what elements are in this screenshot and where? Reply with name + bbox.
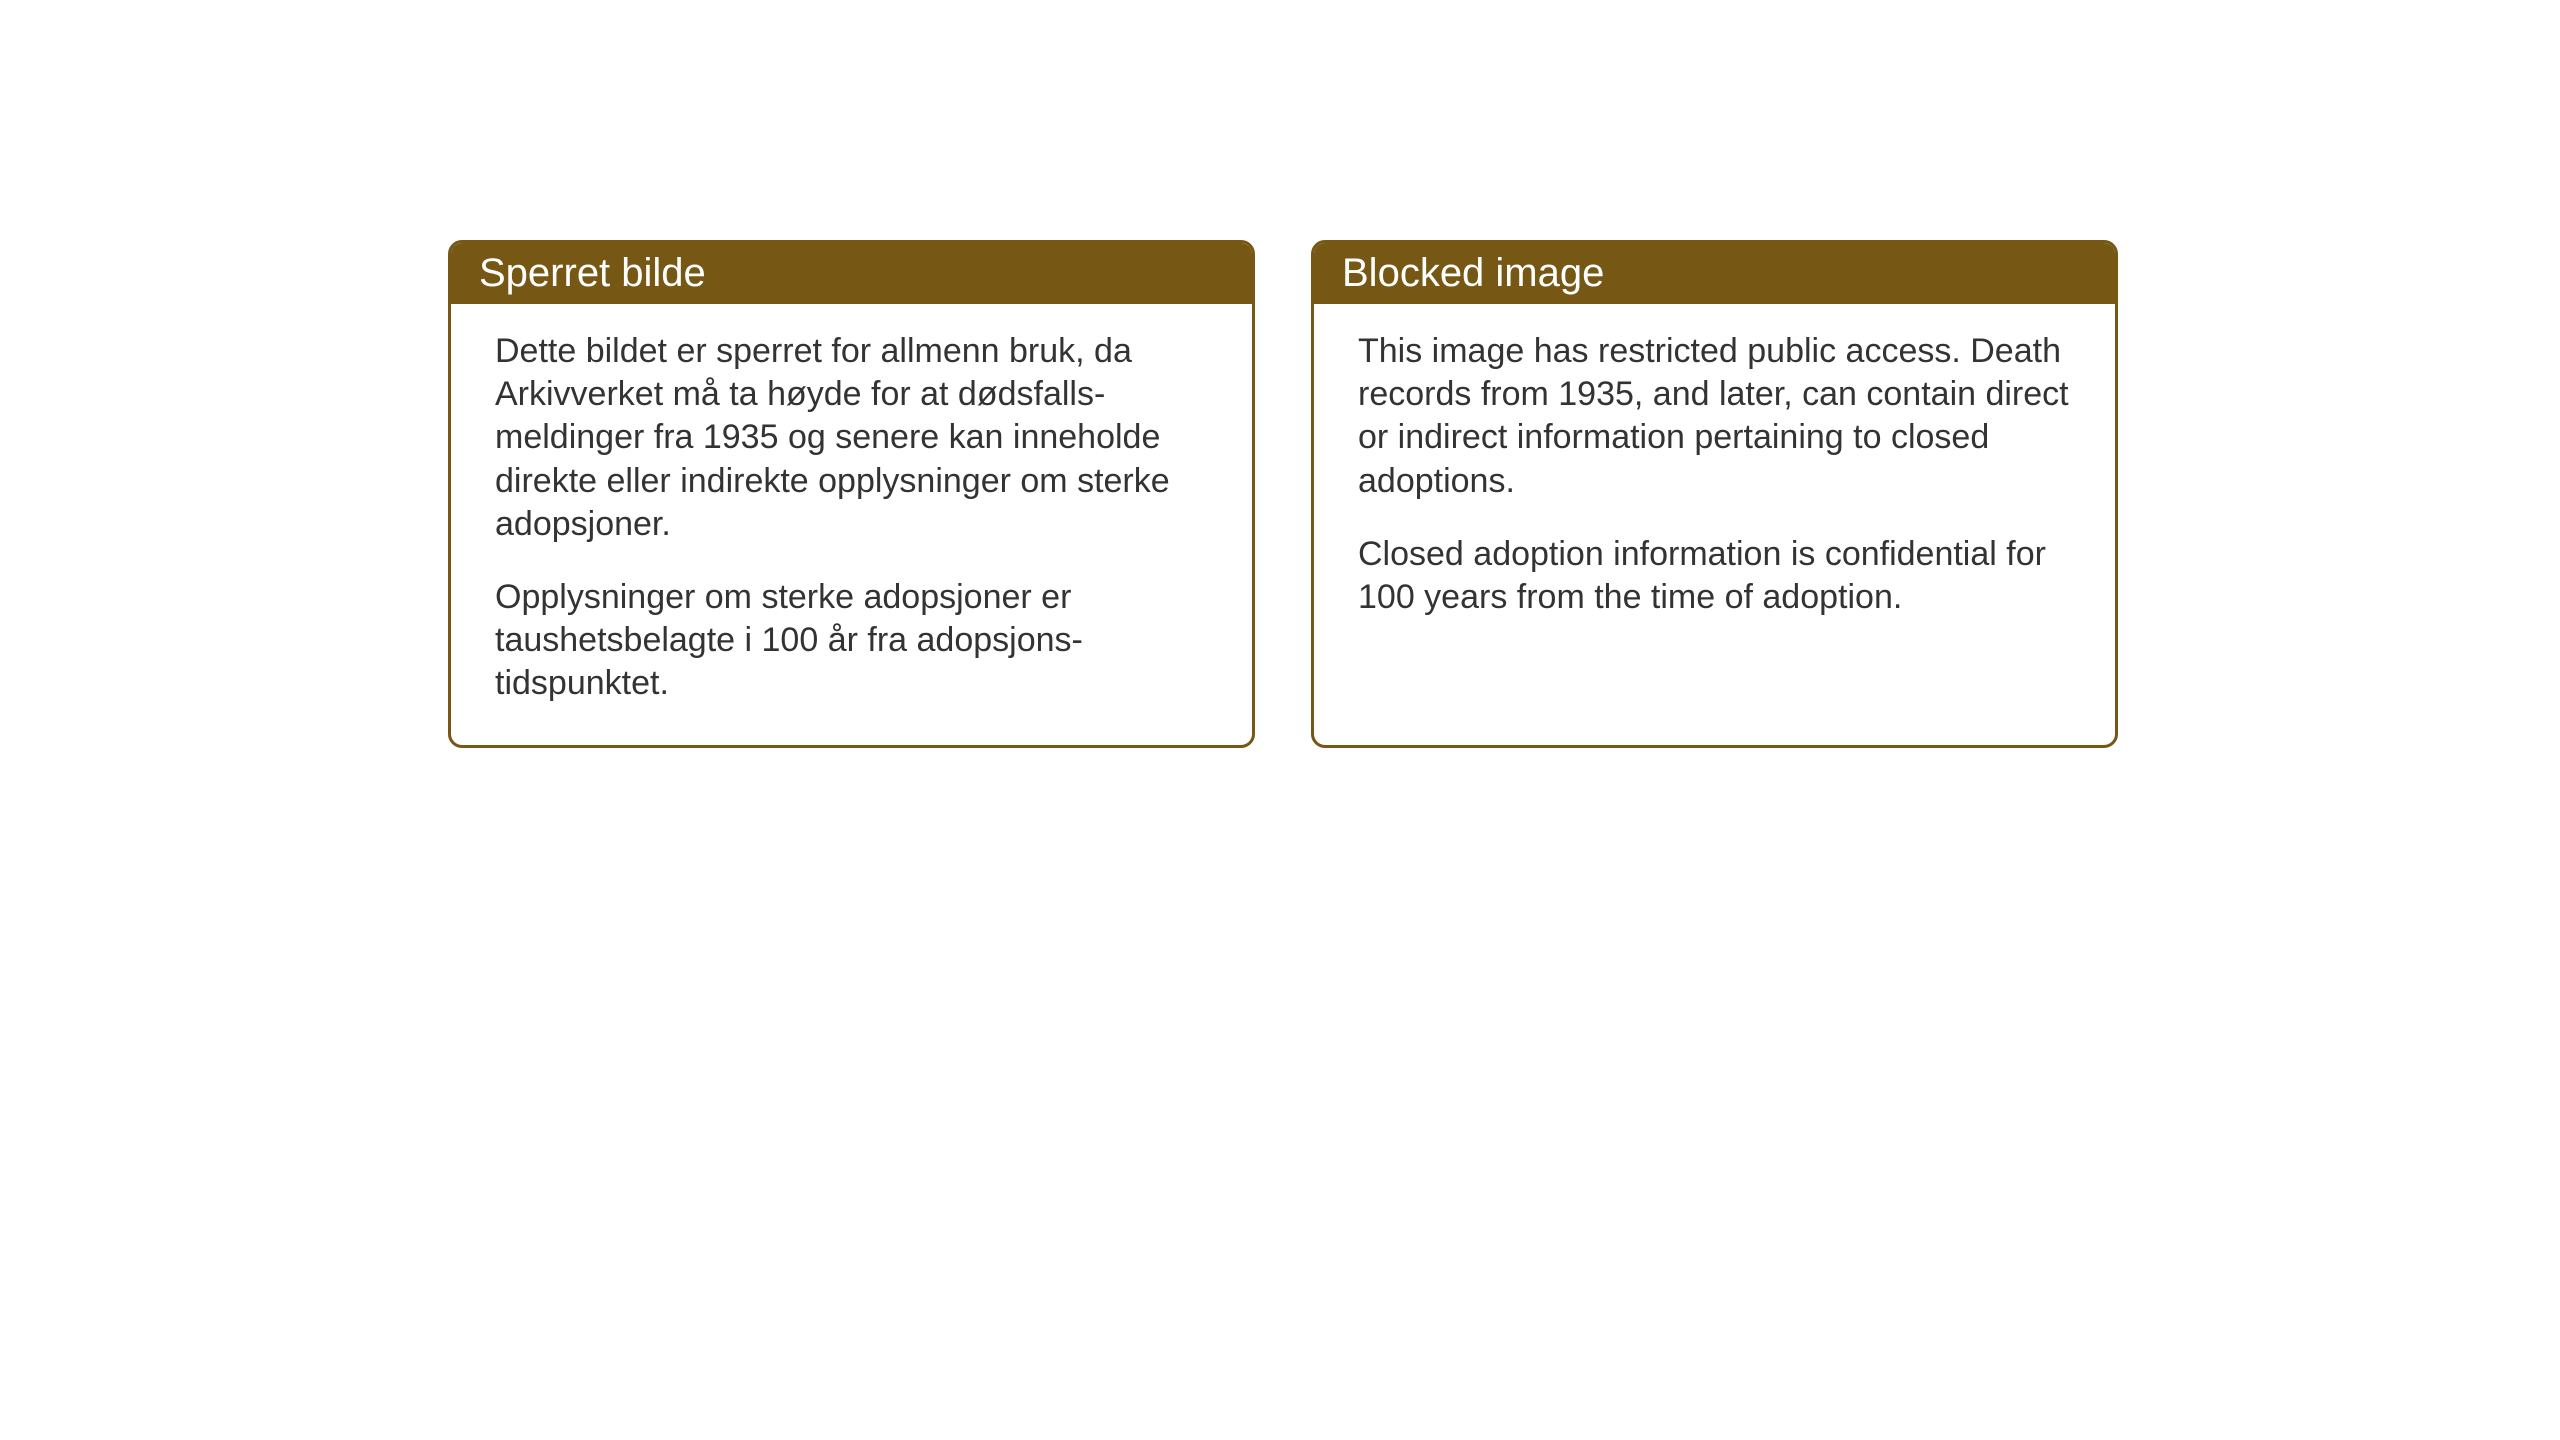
notice-container: Sperret bilde Dette bildet er sperret fo… bbox=[448, 240, 2118, 748]
card-header-norwegian: Sperret bilde bbox=[451, 243, 1252, 304]
card-title-english: Blocked image bbox=[1342, 251, 1604, 295]
card-paragraph-english-1: This image has restricted public access.… bbox=[1358, 330, 2071, 503]
card-header-english: Blocked image bbox=[1314, 243, 2115, 304]
card-paragraph-norwegian-1: Dette bildet er sperret for allmenn bruk… bbox=[495, 330, 1208, 546]
card-paragraph-english-2: Closed adoption information is confident… bbox=[1358, 533, 2071, 619]
card-title-norwegian: Sperret bilde bbox=[479, 251, 706, 295]
card-paragraph-norwegian-2: Opplysninger om sterke adopsjoner er tau… bbox=[495, 576, 1208, 706]
notice-card-norwegian: Sperret bilde Dette bildet er sperret fo… bbox=[448, 240, 1255, 748]
card-body-norwegian: Dette bildet er sperret for allmenn bruk… bbox=[451, 304, 1252, 745]
notice-card-english: Blocked image This image has restricted … bbox=[1311, 240, 2118, 748]
card-body-english: This image has restricted public access.… bbox=[1314, 304, 2115, 659]
